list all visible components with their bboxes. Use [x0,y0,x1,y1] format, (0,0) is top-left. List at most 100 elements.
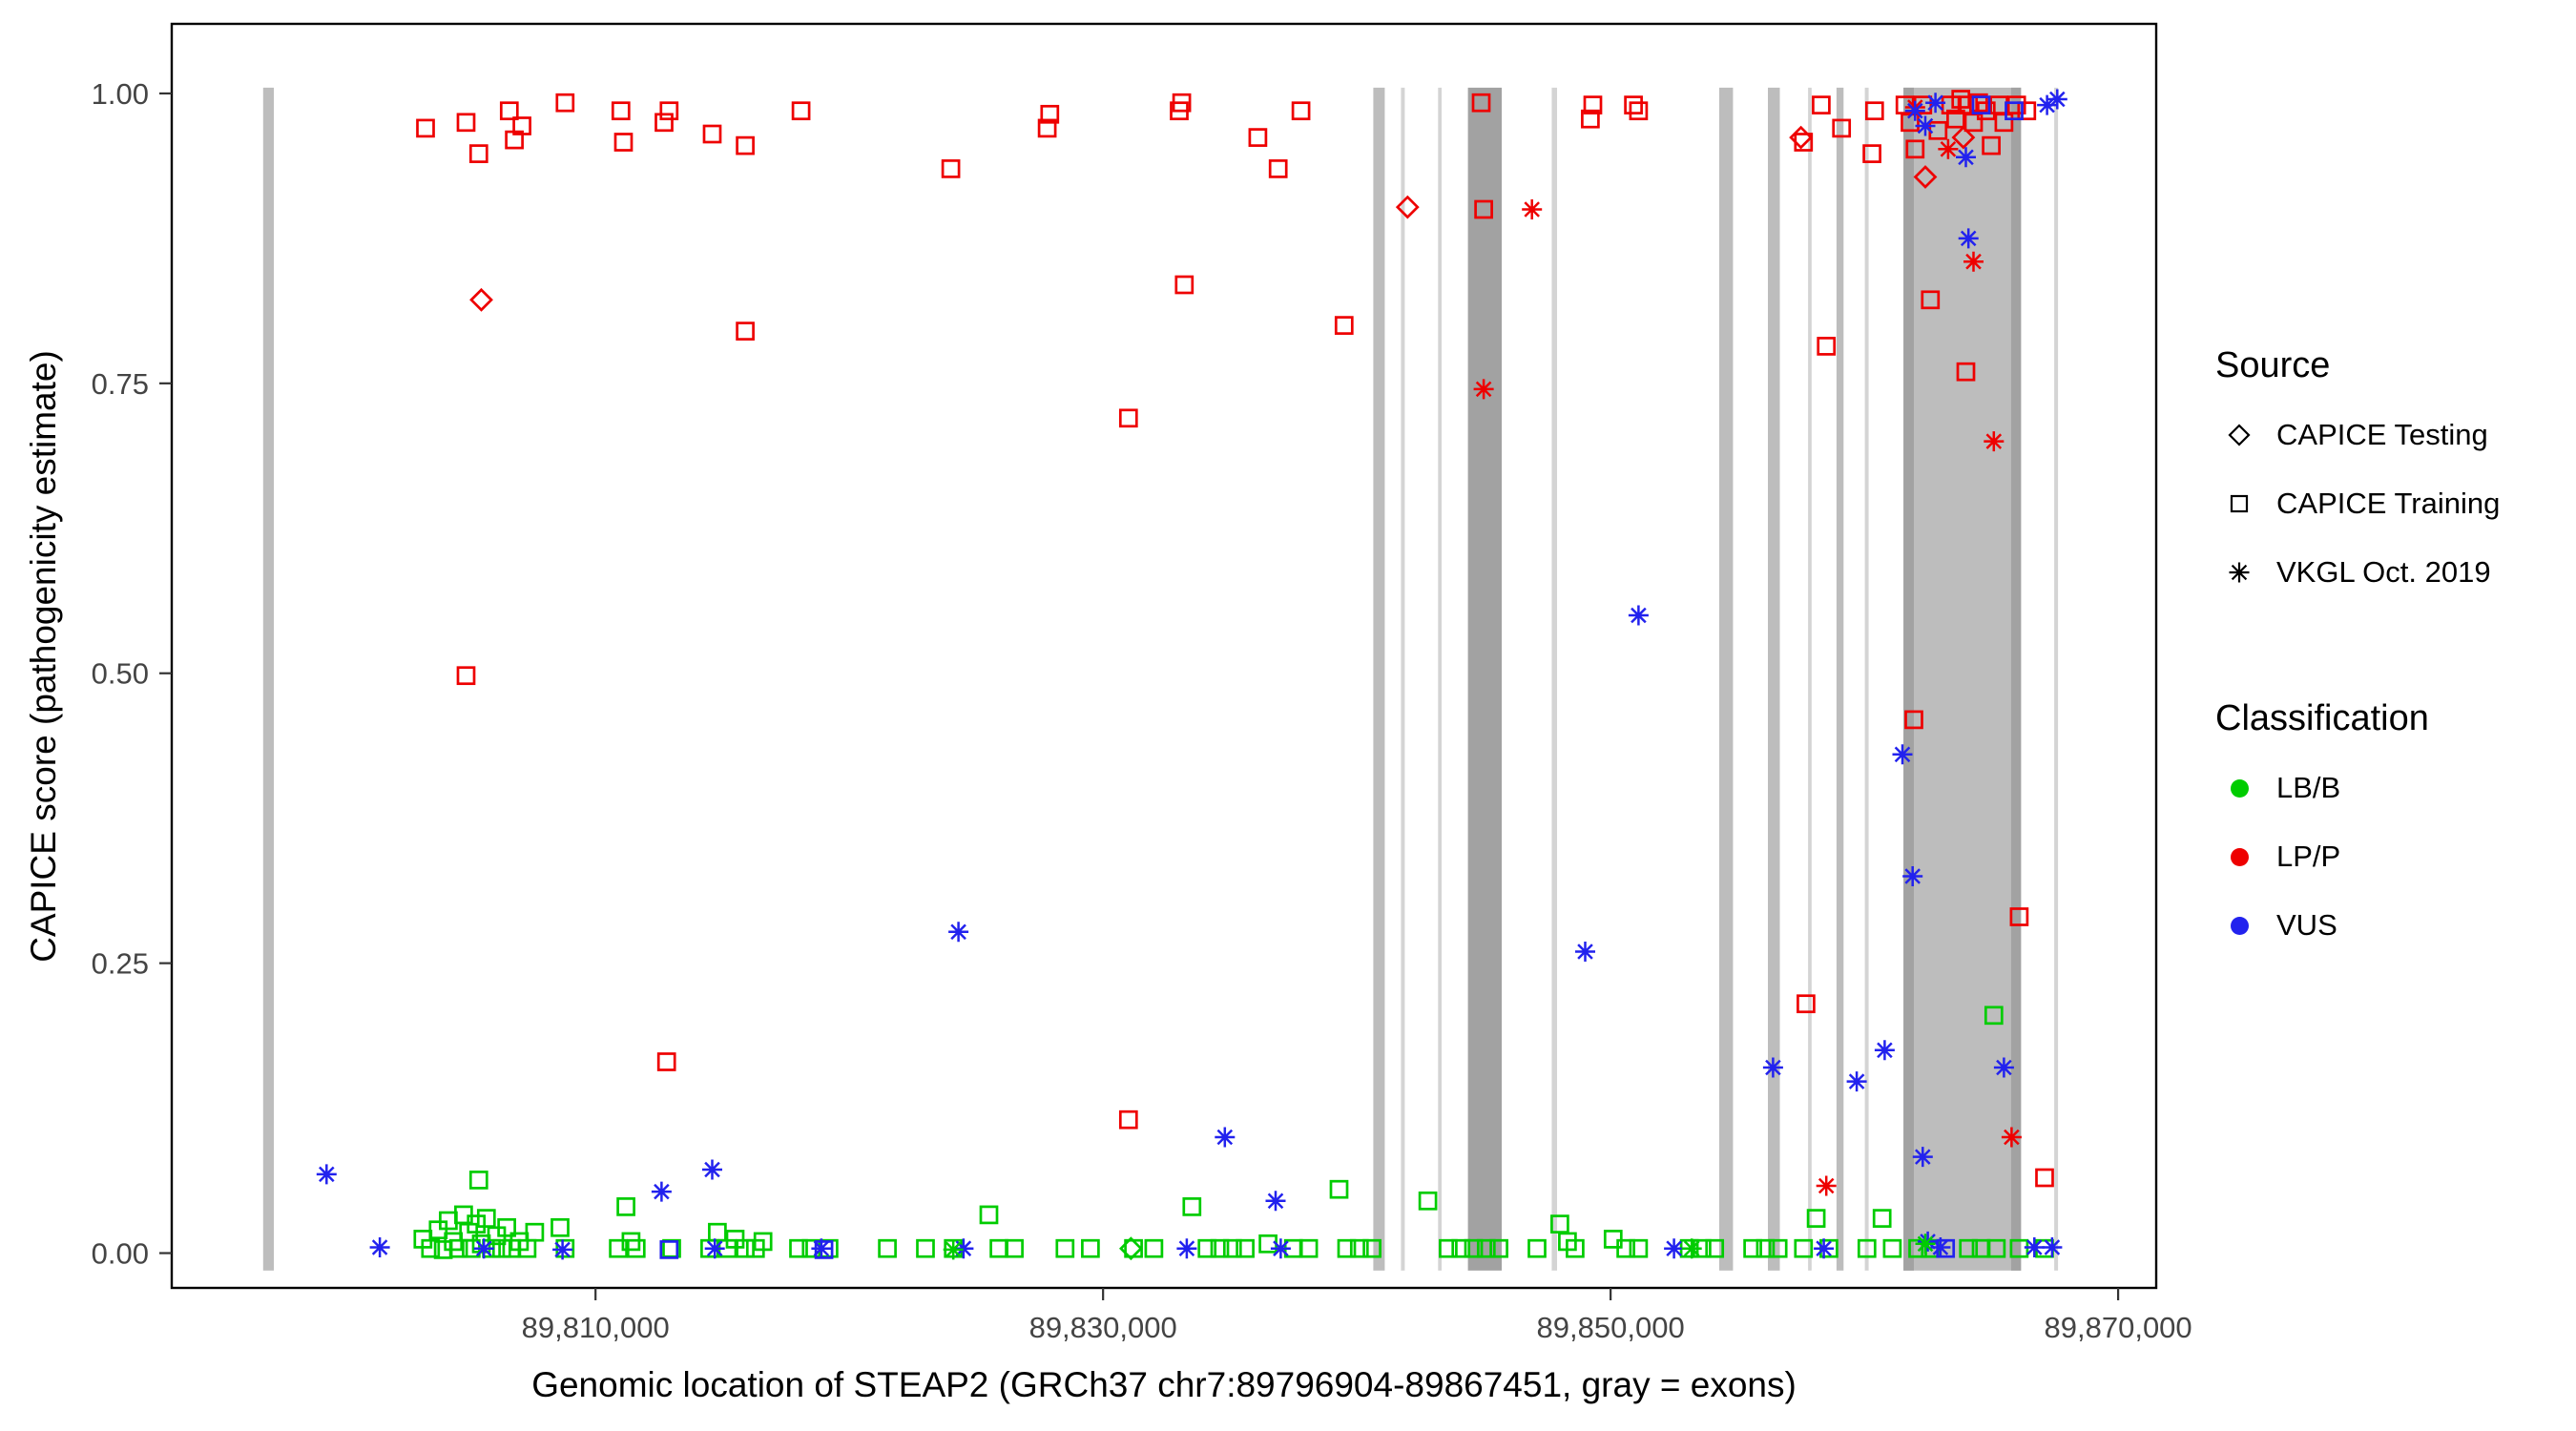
data-point-square [1268,159,1288,178]
data-point-asterisk [702,1159,722,1180]
data-point-square [1210,1238,1230,1258]
data-point-square [1040,104,1060,124]
data-point-square [468,144,488,163]
data-point-square [1118,408,1138,428]
legend-classification-title: Classification [2215,698,2429,738]
legend-item-source: CAPICE Testing [2215,401,2570,469]
data-point-square [1755,1238,1776,1258]
data-point-asterisk [1473,379,1494,400]
data-point-asterisk [1956,147,1976,168]
data-point-square [2009,907,2029,926]
data-point-square [1489,1238,1508,1258]
data-point-square [1905,139,1925,159]
data-point-square [1118,1110,1138,1130]
y-tick-label: 0.50 [92,657,149,691]
data-point-asterisk [2046,89,2067,110]
data-point-square [1248,128,1268,147]
square-icon [2215,490,2263,517]
data-point-square [467,1214,487,1234]
y-tick-label: 1.00 [92,77,149,111]
data-point-square [1956,362,1976,382]
legend-classification-items: LB/B LP/P VUS [2215,754,2570,960]
exon-band [1551,87,1557,1271]
legend-item-classification: LB/B [2215,754,2570,822]
data-point-asterisk [1925,93,1946,114]
data-point-diamond [1951,125,1976,150]
data-point-square [1705,1238,1725,1258]
data-point-square [1921,290,1941,310]
data-point-square [1959,1238,1979,1258]
data-point-asterisk [1846,1071,1867,1092]
data-point-asterisk [1902,866,1923,886]
data-point-square [1629,101,1649,121]
x-axis-title: Genomic location of STEAP2 (GRCh37 chr7:… [531,1365,1797,1404]
data-point-diamond [1913,165,1938,189]
data-point-square [916,1238,935,1258]
data-point-square [1081,1238,1100,1258]
data-point-asterisk [1915,115,1936,136]
exon-band [1719,87,1734,1271]
legend-item-label: CAPICE Training [2276,487,2501,520]
exon-band [1373,87,1385,1271]
data-point-square [654,113,674,133]
exon-band [1903,87,2022,1271]
data-point-square [525,1222,545,1242]
data-point-asterisk [1892,744,1913,765]
legend: Source CAPICE Testing CAPICE Training VKGL… [2215,345,2570,960]
data-point-square [1971,95,1991,114]
x-tick-label: 89,810,000 [522,1311,670,1344]
data-point-square [2006,95,2026,114]
data-point-asterisk [948,922,969,943]
data-point-square [1172,93,1192,113]
data-point-square [468,1171,488,1190]
exon-band [2054,87,2059,1271]
data-point-asterisk [2042,1237,2063,1257]
classification-dot-icon [2215,916,2263,935]
data-point-square [551,1217,570,1237]
data-point-asterisk [1522,199,1543,219]
data-point-square [456,666,476,686]
data-point-asterisk [1270,1238,1291,1259]
data-point-square [416,118,435,138]
legend-item-source: CAPICE Training [2215,469,2570,538]
data-point-square [789,1238,808,1258]
exon-band [1401,87,1405,1271]
data-point-diamond [1118,1236,1143,1261]
data-point-square [1451,1238,1471,1258]
data-point-square [979,1205,999,1225]
data-point-asterisk [1816,1175,1837,1196]
data-point-square [1197,1238,1217,1258]
exon-band [1864,87,1869,1271]
data-point-asterisk [2037,94,2058,115]
data-point-square [1222,1238,1242,1258]
data-point-square [1144,1238,1164,1258]
panel-border [170,22,2158,1290]
data-point-asterisk [1904,100,1925,121]
data-point-square [2035,1168,2054,1188]
data-point-asterisk [369,1237,390,1257]
data-point-square [497,1217,516,1237]
data-point-square [791,101,811,121]
data-point-square [1994,113,2014,133]
y-axis-title: CAPICE score (pathogenicity estimate) [24,350,63,963]
data-point-square [1581,109,1600,129]
data-point-square [659,1240,679,1259]
data-point-asterisk [1664,1238,1685,1259]
legend-item-label: LB/B [2276,771,2341,804]
data-point-square [1882,1238,1902,1258]
data-point-square [613,133,634,152]
data-point-square [555,93,575,113]
data-point-asterisk [1874,1040,1895,1061]
data-point-square [1629,1238,1649,1258]
data-point-asterisk [1215,1127,1236,1148]
data-point-square [1986,1238,2006,1258]
asterisk-icon [2215,559,2263,586]
data-point-asterisk [1628,605,1649,626]
data-point-square [656,1052,676,1071]
y-tick-label: 0.75 [92,367,149,401]
data-point-square [1872,1209,1892,1228]
data-point-asterisk [1930,1237,1951,1257]
data-point-square [1476,1238,1496,1258]
x-tick-label: 89,830,000 [1029,1311,1177,1344]
